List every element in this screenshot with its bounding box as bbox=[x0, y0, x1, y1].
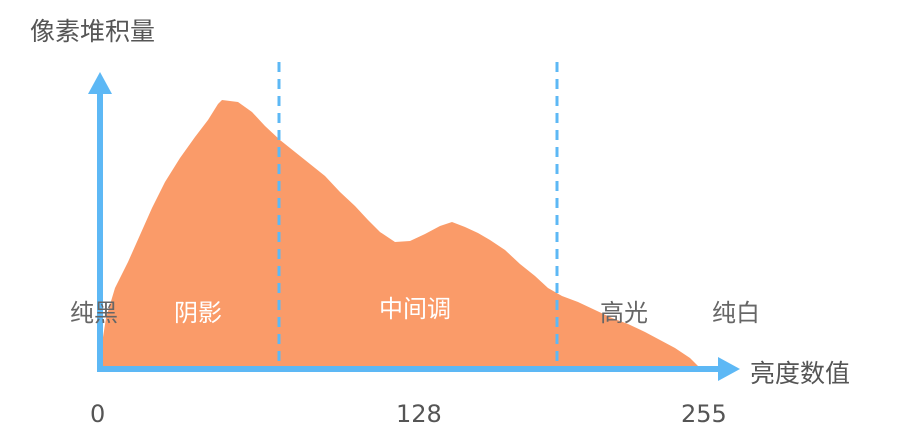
x-axis-title: 亮度数值 bbox=[750, 359, 850, 388]
tick-label-mid: 128 bbox=[396, 400, 442, 428]
tick-label-max: 255 bbox=[681, 400, 727, 428]
zone-label-pure-white: 纯白 bbox=[712, 299, 760, 327]
zone-label-highlights: 高光 bbox=[600, 299, 648, 327]
zone-label-pure-black: 纯黑 bbox=[70, 299, 118, 327]
y-axis-title: 像素堆积量 bbox=[30, 17, 155, 46]
histogram-area bbox=[100, 100, 700, 368]
zone-label-midtones: 中间调 bbox=[379, 295, 451, 323]
y-axis-arrow bbox=[88, 72, 112, 94]
x-axis-arrow bbox=[718, 357, 740, 381]
zone-label-shadows: 阴影 bbox=[174, 299, 222, 327]
tick-label-min: 0 bbox=[90, 400, 105, 428]
